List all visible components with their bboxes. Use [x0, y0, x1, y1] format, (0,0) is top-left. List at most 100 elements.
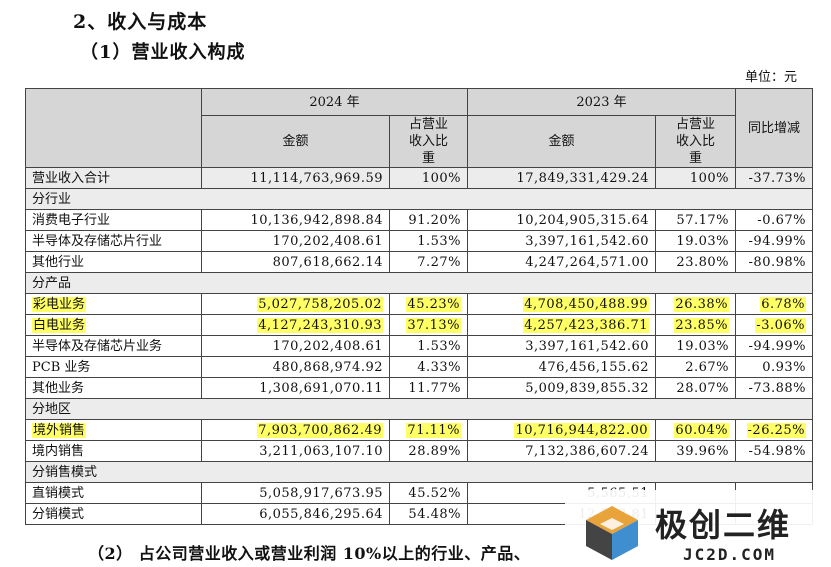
cell-share-2023: 26.38% [655, 293, 736, 315]
cell-amount-2023: 4,247,264,571.00 [467, 251, 656, 273]
highlighted-text: -26.25% [746, 422, 806, 438]
watermark-title: 极创二维 [655, 506, 792, 544]
highlighted-text: 7,903,700,862.49 [257, 422, 383, 438]
cell-yoy: -0.67% [735, 209, 813, 231]
table-row: 半导体及存储芯片业务 170,202,408.61 1.53% 3,397,161,5… [25, 335, 813, 357]
cell-share-2023: 60.04% [655, 419, 736, 441]
cell-share-2024: 91.20% [389, 209, 468, 231]
header-year-2023: 2023 年 [467, 88, 736, 116]
table-row: 彩电业务 5,027,758,205.02 45.23% 4,708,450,488.… [25, 293, 813, 315]
cell-amount-2023: 7,132,386,607.24 [467, 440, 656, 462]
cell-amount-2024: 480,868,974.92 [201, 356, 390, 378]
unit-label: 单位：元 [745, 70, 798, 85]
total-amount-2024: 11,114,763,969.59 [201, 167, 390, 189]
section-header-row: 分产品 [25, 272, 813, 294]
cell-share-2023: 19.03% [655, 230, 736, 252]
cell-amount-2023: 3,397,161,542.60 [467, 335, 656, 357]
cell-amount-2024: 170,202,408.61 [201, 230, 390, 252]
cell-yoy: -3.06% [735, 314, 813, 336]
cell-yoy: -73.88% [735, 377, 813, 399]
table-row: 其他行业 807,618,662.14 7.27% 4,247,264,571.00 2… [25, 251, 813, 273]
row-label: 白电业务 [25, 314, 202, 336]
cell-share-2024: 45.23% [389, 293, 468, 315]
row-label: 半导体及存储芯片行业 [25, 230, 202, 252]
cell-amount-2024: 807,618,662.14 [201, 251, 390, 273]
cell-yoy: -80.98% [735, 251, 813, 273]
highlighted-text: 10,716,944,822.00 [514, 422, 649, 438]
cell-amount-2024: 3,211,063,107.10 [201, 440, 390, 462]
table-row: 半导体及存储芯片行业 170,202,408.61 1.53% 3,397,161,5… [25, 230, 813, 252]
header-amount-2024: 金额 [201, 115, 390, 168]
highlighted-text: 23.85% [674, 317, 729, 333]
cell-share-2024: 71.11% [389, 419, 468, 441]
header-share-2023: 占营业收入比重 [655, 115, 736, 168]
cell-amount-2024: 7,903,700,862.49 [201, 419, 390, 441]
header-year-2024: 2024 年 [201, 88, 468, 116]
table-row: 其他业务 1,308,691,070.11 11.77% 5,009,839,855.… [25, 377, 813, 399]
section-title: 分地区 [25, 398, 813, 420]
total-amount-2023: 17,849,331,429.24 [467, 167, 656, 189]
cell-yoy: -94.99% [735, 335, 813, 357]
highlighted-text: 45.23% [406, 296, 461, 312]
cell-amount-2024: 170,202,408.61 [201, 335, 390, 357]
cell-share-2023: 2.67% [655, 356, 736, 378]
cell-share-2024: 11.77% [389, 377, 468, 399]
highlighted-text: 6.78% [760, 296, 806, 312]
section-heading: 2、收入与成本 [73, 11, 208, 33]
section-header-row: 分地区 [25, 398, 813, 420]
row-label: 分销模式 [25, 503, 202, 525]
cell-amount-2023: 4,708,450,488.99 [467, 293, 656, 315]
cell-share-2024: 7.27% [389, 251, 468, 273]
subsection-heading: （1）营业收入构成 [80, 42, 246, 63]
highlighted-text: 5,027,758,205.02 [257, 296, 383, 312]
cell-share-2023: 57.17% [655, 209, 736, 231]
cube-logo-icon [586, 506, 638, 560]
cell-share-2023: 23.80% [655, 251, 736, 273]
row-label: 直销模式 [25, 482, 202, 504]
highlighted-text: 4,127,243,310.93 [257, 317, 383, 333]
cell-amount-2023: 10,204,905,315.64 [467, 209, 656, 231]
highlighted-text: 60.04% [674, 422, 729, 438]
cell-amount-2024: 4,127,243,310.93 [201, 314, 390, 336]
highlighted-text: 4,257,423,386.71 [523, 317, 649, 333]
cell-amount-2023: 4,257,423,386.71 [467, 314, 656, 336]
row-label: 其他行业 [25, 251, 202, 273]
table-row: 境外销售 7,903,700,862.49 71.11% 10,716,944,822… [25, 419, 813, 441]
table-row: 消费电子行业 10,136,942,898.84 91.20% 10,204,905,… [25, 209, 813, 231]
header-yoy: 同比增减 [735, 88, 813, 168]
section-header-row: 分销售模式 [25, 461, 813, 483]
total-share-2023: 100% [655, 167, 736, 189]
cell-share-2024: 45.52% [389, 482, 468, 504]
footer-text: （2） 占公司营业收入或营业利润 10%以上的行业、产品、 [88, 544, 531, 563]
header-amount-2023: 金额 [467, 115, 656, 168]
cell-share-2023: 19.03% [655, 335, 736, 357]
row-label: 境外销售 [25, 419, 202, 441]
table-row: 白电业务 4,127,243,310.93 37.13% 4,257,423,386.… [25, 314, 813, 336]
total-share-2024: 100% [389, 167, 468, 189]
highlighted-text: 71.11% [406, 422, 461, 438]
total-yoy: -37.73% [735, 167, 813, 189]
cell-share-2024: 37.13% [389, 314, 468, 336]
highlighted-text: 37.13% [406, 317, 461, 333]
cell-share-2024: 28.89% [389, 440, 468, 462]
cell-amount-2023: 5,009,839,855.32 [467, 377, 656, 399]
cell-amount-2023: 10,716,944,822.00 [467, 419, 656, 441]
watermark-subtitle: JC2D.COM [683, 545, 777, 564]
header-blank-cell [25, 88, 202, 168]
cell-share-2024: 1.53% [389, 230, 468, 252]
revenue-composition-table: 2024 年 2023 年 同比增减 金额 占营业收入比重 金额 占营业收入比重… [25, 88, 813, 525]
cell-yoy: -26.25% [735, 419, 813, 441]
cell-share-2023: 23.85% [655, 314, 736, 336]
cell-amount-2024: 10,136,942,898.84 [201, 209, 390, 231]
cell-yoy: 6.78% [735, 293, 813, 315]
cell-amount-2024: 6,055,846,295.64 [201, 503, 390, 525]
highlighted-text: -3.06% [755, 317, 806, 333]
cell-yoy: -54.98% [735, 440, 813, 462]
cell-yoy: 0.93% [735, 356, 813, 378]
section-header-row: 分行业 [25, 188, 813, 210]
section-title: 分销售模式 [25, 461, 813, 483]
cell-amount-2023: 3,397,161,542.60 [467, 230, 656, 252]
highlighted-text: 26.38% [674, 296, 729, 312]
cell-amount-2024: 5,058,917,673.95 [201, 482, 390, 504]
section-title: 分行业 [25, 188, 813, 210]
